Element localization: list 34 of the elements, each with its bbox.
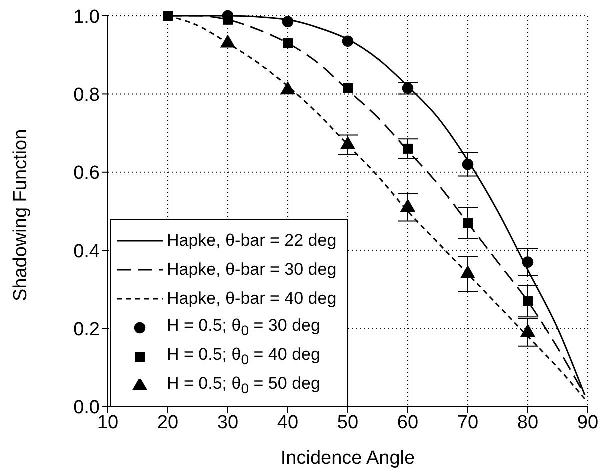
point — [523, 296, 533, 306]
x-axis-title: Incidence Angle — [280, 448, 416, 469]
y-tick-label: 0.0 — [74, 398, 100, 419]
legend-label: Hapke, θ-bar = 30 deg — [167, 260, 337, 280]
y-axis-title: Shadowing Function — [10, 129, 32, 302]
x-tick-label: 70 — [457, 412, 479, 434]
legend-label: Hapke, θ-bar = 40 deg — [167, 288, 337, 308]
legend-label: H = 0.5; θ$_{0}$ = 50 deg — [167, 374, 320, 398]
y-tick-label: 1.0 — [74, 6, 100, 28]
x-tick-label: 60 — [397, 412, 419, 434]
y-tick-label: 0.4 — [74, 241, 100, 262]
point — [342, 36, 354, 48]
y-tick-label: 0.8 — [74, 84, 100, 106]
x-tick-label: 20 — [157, 412, 179, 434]
x-tick-label: 40 — [277, 412, 299, 434]
x-tick-label: 30 — [217, 412, 239, 434]
point — [522, 256, 534, 268]
point — [283, 38, 293, 48]
point — [463, 218, 473, 228]
y-tick-label: 0.2 — [74, 320, 100, 341]
y-tick-label: 0.6 — [74, 163, 100, 184]
point — [343, 83, 353, 94]
point — [282, 16, 294, 28]
legend-label: Hapke, θ-bar = 22 deg — [167, 230, 337, 250]
point — [402, 82, 414, 94]
x-tick-label: 90 — [577, 412, 599, 434]
point — [403, 144, 413, 154]
x-tick-label: 10 — [97, 412, 119, 434]
legend-label: H = 0.5; θ$_{0}$ = 30 deg — [167, 316, 320, 340]
x-tick-label: 50 — [337, 412, 359, 434]
point — [163, 11, 173, 21]
x-tick-label: 80 — [517, 412, 539, 434]
point — [462, 158, 474, 170]
legend-label: H = 0.5; θ$_{0}$ = 40 deg — [167, 344, 320, 368]
